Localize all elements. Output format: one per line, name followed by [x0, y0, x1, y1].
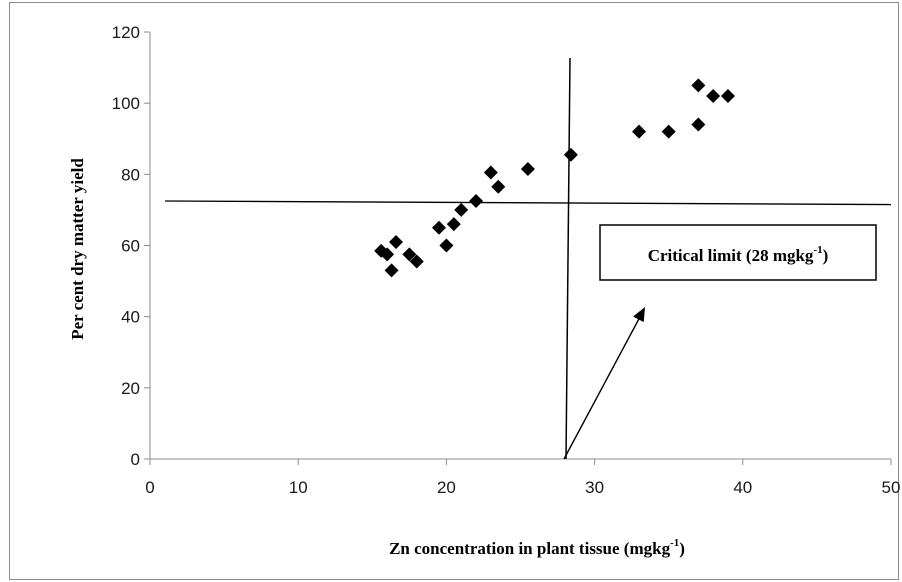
critical-limit-line: [565, 57, 571, 460]
data-point: [720, 89, 735, 104]
y-tick-label: 20: [121, 379, 140, 398]
data-point: [706, 89, 721, 104]
y-tick-label: 0: [131, 450, 140, 469]
x-tick-label: 40: [733, 478, 752, 497]
arrow-head: [633, 307, 645, 323]
y-tick-label: 60: [121, 237, 140, 256]
data-point: [661, 124, 676, 139]
x-axis: 0 10 20 30 40 50: [145, 458, 900, 497]
y-tick-label: 120: [112, 23, 140, 42]
data-point: [563, 147, 578, 162]
callout: Critical limit (28 mgkg-1): [599, 224, 877, 281]
data-point: [454, 202, 469, 217]
data-point: [389, 234, 404, 249]
x-axis-title: Zn concentration in plant tissue (mgkg-1…: [389, 537, 685, 558]
x-tick-label: 30: [585, 478, 604, 497]
data-point: [520, 161, 535, 176]
data-point: [384, 263, 399, 278]
callout-box: [599, 224, 877, 281]
data-point: [491, 179, 506, 194]
data-point: [431, 220, 446, 235]
y-axis: 0 20 40 60 80 100 120: [112, 23, 151, 469]
y-tick-label: 40: [121, 308, 140, 327]
arrow-line: [563, 314, 642, 460]
x-tick-label: 50: [882, 478, 900, 497]
callout-label: Critical limit (28 mgkg-1): [648, 244, 829, 265]
y-tick-label: 100: [112, 94, 140, 113]
data-point: [632, 124, 647, 139]
data-point: [691, 78, 706, 93]
y-tick-label: 80: [121, 165, 140, 184]
x-tick-label: 20: [437, 478, 456, 497]
chart-frame: 0 20 40 60 80 100 120 0 10 20 30 40 50 Critical lim…: [9, 2, 900, 580]
reference-lines: [164, 57, 892, 460]
data-point: [483, 165, 498, 180]
data-point: [402, 247, 417, 262]
y-axis-title: Per cent dry matter yield: [68, 158, 87, 340]
data-point: [409, 254, 424, 269]
x-tick-label: 10: [289, 478, 308, 497]
horizontal-reference-line: [164, 200, 892, 206]
data-point: [439, 238, 454, 253]
x-tick-label: 0: [145, 478, 154, 497]
data-point: [469, 194, 484, 209]
data-point: [380, 247, 395, 262]
data-point: [446, 217, 461, 232]
data-point: [691, 117, 706, 132]
data-points: [374, 78, 735, 278]
scatter-chart: 0 20 40 60 80 100 120 0 10 20 30 40 50 Critical lim…: [68, 23, 900, 558]
